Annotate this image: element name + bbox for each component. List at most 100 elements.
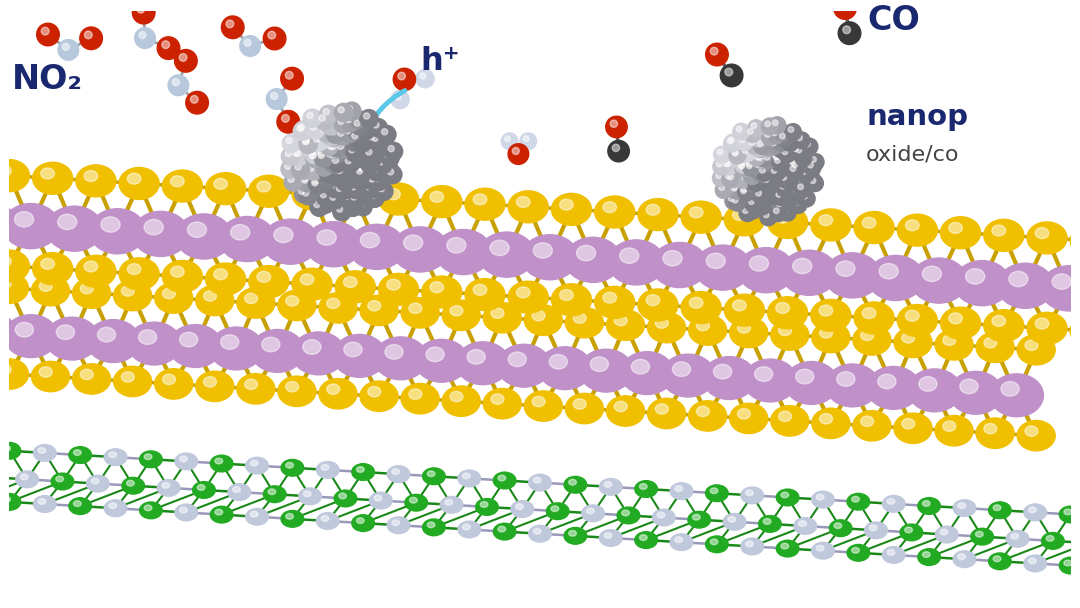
Ellipse shape [262, 219, 319, 264]
Ellipse shape [350, 184, 356, 190]
Ellipse shape [671, 483, 692, 499]
Ellipse shape [133, 1, 154, 24]
Ellipse shape [1011, 533, 1018, 539]
Ellipse shape [370, 172, 389, 190]
Ellipse shape [286, 382, 299, 392]
Ellipse shape [228, 484, 251, 500]
Ellipse shape [384, 345, 403, 359]
Ellipse shape [354, 198, 373, 216]
Ellipse shape [478, 232, 535, 277]
Ellipse shape [774, 170, 791, 187]
Ellipse shape [775, 199, 781, 204]
Ellipse shape [757, 140, 762, 147]
Ellipse shape [785, 137, 791, 143]
Ellipse shape [949, 371, 1002, 414]
Ellipse shape [794, 148, 811, 164]
Ellipse shape [768, 127, 785, 143]
Ellipse shape [392, 469, 400, 474]
Ellipse shape [604, 533, 611, 538]
Ellipse shape [757, 201, 764, 207]
Ellipse shape [244, 40, 251, 46]
Ellipse shape [327, 384, 340, 395]
Ellipse shape [984, 423, 997, 434]
Ellipse shape [326, 191, 345, 209]
Ellipse shape [336, 185, 342, 192]
Ellipse shape [491, 308, 504, 319]
Ellipse shape [795, 150, 812, 167]
Ellipse shape [0, 165, 11, 176]
Ellipse shape [861, 330, 874, 340]
Ellipse shape [671, 534, 692, 551]
Ellipse shape [798, 184, 804, 190]
Ellipse shape [764, 519, 771, 524]
Ellipse shape [764, 193, 769, 199]
Ellipse shape [324, 179, 342, 197]
Ellipse shape [373, 135, 378, 142]
Ellipse shape [356, 467, 364, 472]
Ellipse shape [779, 146, 796, 163]
Ellipse shape [838, 1, 846, 9]
Ellipse shape [285, 150, 292, 157]
Ellipse shape [922, 500, 930, 506]
Ellipse shape [179, 54, 187, 61]
Ellipse shape [264, 27, 286, 50]
Ellipse shape [519, 133, 537, 150]
Ellipse shape [789, 143, 806, 159]
Ellipse shape [713, 158, 730, 175]
Ellipse shape [205, 173, 245, 205]
Ellipse shape [319, 150, 325, 157]
Ellipse shape [566, 393, 604, 424]
Ellipse shape [86, 320, 139, 362]
Ellipse shape [854, 212, 894, 244]
Ellipse shape [307, 149, 324, 167]
Ellipse shape [41, 258, 54, 269]
Ellipse shape [744, 125, 760, 142]
Ellipse shape [348, 142, 354, 148]
Ellipse shape [345, 133, 363, 151]
Ellipse shape [276, 111, 299, 133]
Ellipse shape [748, 130, 766, 147]
Ellipse shape [365, 159, 370, 165]
Ellipse shape [786, 163, 804, 179]
Ellipse shape [321, 170, 326, 176]
Ellipse shape [361, 180, 379, 198]
Ellipse shape [346, 157, 351, 164]
Ellipse shape [648, 313, 686, 343]
Ellipse shape [109, 503, 117, 509]
Ellipse shape [334, 159, 340, 165]
Ellipse shape [367, 151, 374, 157]
Ellipse shape [384, 151, 391, 158]
Ellipse shape [203, 376, 216, 387]
Ellipse shape [354, 162, 373, 180]
Ellipse shape [663, 250, 683, 266]
Ellipse shape [284, 173, 302, 191]
Ellipse shape [725, 171, 741, 188]
Ellipse shape [971, 528, 994, 545]
Ellipse shape [1027, 313, 1067, 344]
Ellipse shape [127, 173, 141, 184]
Ellipse shape [742, 148, 748, 154]
Ellipse shape [516, 196, 530, 207]
Ellipse shape [368, 300, 381, 311]
Ellipse shape [299, 133, 318, 151]
Ellipse shape [0, 250, 29, 282]
Ellipse shape [336, 167, 342, 173]
Ellipse shape [298, 172, 316, 190]
Ellipse shape [738, 185, 754, 202]
Ellipse shape [324, 140, 329, 147]
Ellipse shape [862, 308, 876, 319]
Ellipse shape [922, 266, 942, 282]
Ellipse shape [902, 333, 915, 343]
Ellipse shape [342, 102, 361, 120]
Ellipse shape [395, 94, 401, 100]
Ellipse shape [352, 113, 359, 120]
Ellipse shape [716, 161, 723, 167]
Ellipse shape [430, 282, 444, 292]
Ellipse shape [733, 171, 751, 188]
Ellipse shape [771, 165, 777, 171]
Ellipse shape [32, 162, 72, 195]
Ellipse shape [282, 134, 300, 153]
Ellipse shape [768, 206, 808, 238]
Ellipse shape [747, 174, 765, 191]
Ellipse shape [765, 154, 770, 160]
